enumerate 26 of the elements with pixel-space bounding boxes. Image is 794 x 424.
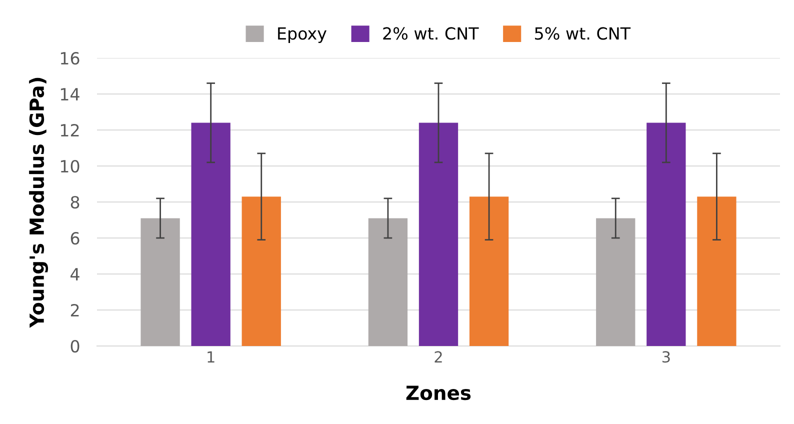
y-tick-label: 16 <box>60 52 80 65</box>
bar <box>697 196 736 346</box>
bar <box>469 196 509 346</box>
y-tick-label: 10 <box>60 160 80 173</box>
bar <box>140 218 180 346</box>
legend-label: 5% wt. CNT <box>535 27 631 40</box>
y-tick-label: 12 <box>60 124 79 136</box>
bar <box>242 196 281 346</box>
legend-label: 2% wt. CNT <box>383 27 479 40</box>
x-tick-label: 1 <box>208 351 214 362</box>
y-tick-label: 0 <box>70 340 80 353</box>
y-tick-label: 2 <box>70 304 79 316</box>
bar <box>596 218 636 346</box>
y-tick-label: 4 <box>70 268 80 280</box>
y-axis-title: Young's Modulus (GPa) <box>29 78 48 328</box>
bar <box>368 218 408 346</box>
x-axis-title: Zones <box>406 386 471 400</box>
y-tick-label: 6 <box>70 232 80 245</box>
bar <box>646 122 686 346</box>
bar <box>191 122 230 346</box>
bar <box>418 122 458 346</box>
x-tick-label: 3 <box>662 351 670 363</box>
x-tick-label: 2 <box>434 351 442 362</box>
y-tick-label: 8 <box>70 196 80 209</box>
legend-label: Epoxy <box>278 27 326 43</box>
y-tick-label: 14 <box>60 88 80 100</box>
